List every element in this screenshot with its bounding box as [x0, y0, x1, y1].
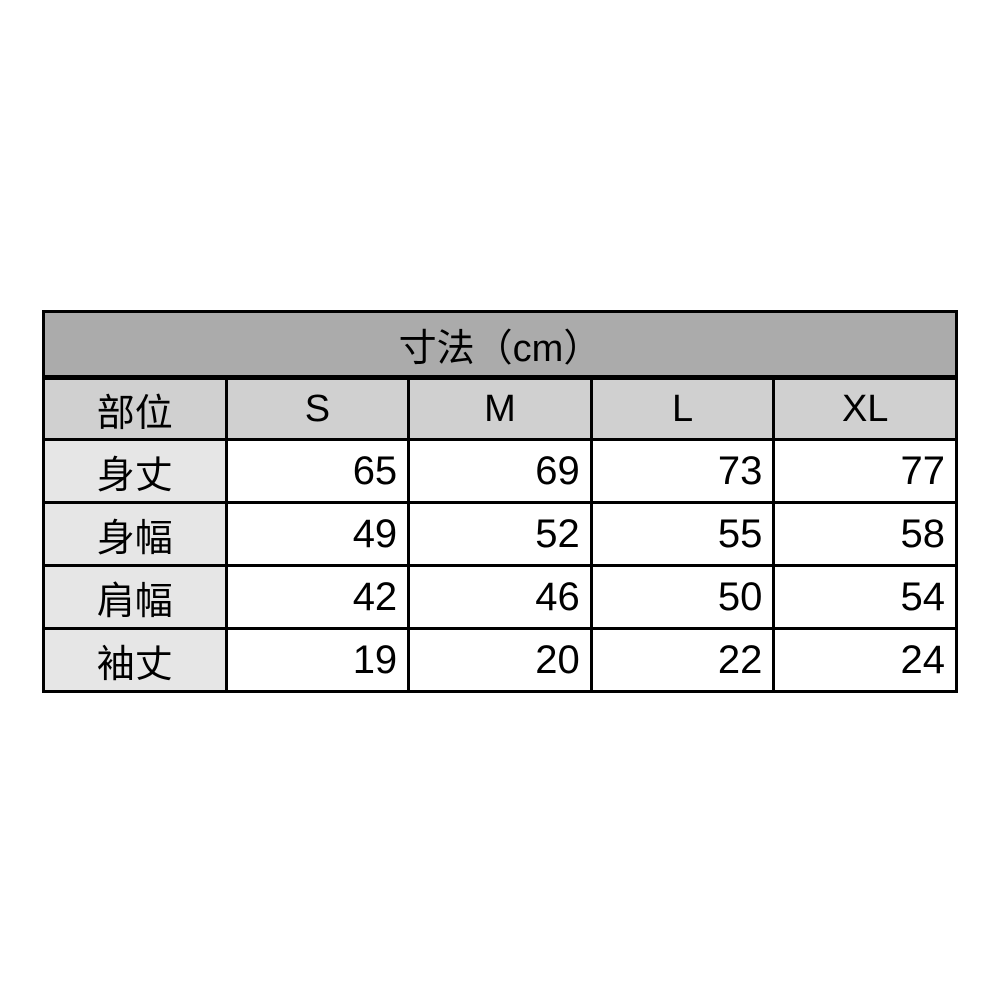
cell-body-length-m: 69 — [407, 438, 593, 504]
table-title: 寸法（cm） — [42, 310, 958, 380]
row-label-sleeve-length: 袖丈 — [42, 627, 228, 693]
cell-body-width-xl: 58 — [772, 501, 958, 567]
header-cell-size-xl: XL — [772, 376, 958, 441]
header-cell-size-l: L — [589, 376, 776, 441]
table-row-body-length: 身丈 65 69 73 77 — [42, 438, 958, 504]
table-row-shoulder-width: 肩幅 42 46 50 54 — [42, 564, 958, 630]
size-chart-table: 寸法（cm） 部位 S M L XL 身丈 65 69 73 77 身幅 49 … — [42, 310, 958, 693]
cell-body-width-l: 55 — [589, 501, 776, 567]
table-row-sleeve-length: 袖丈 19 20 22 24 — [42, 627, 958, 693]
row-label-shoulder-width: 肩幅 — [42, 564, 228, 630]
cell-body-length-s: 65 — [224, 438, 411, 504]
header-cell-size-m: M — [407, 376, 593, 441]
cell-sleeve-length-xl: 24 — [772, 627, 958, 693]
row-label-body-width: 身幅 — [42, 501, 228, 567]
cell-body-length-xl: 77 — [772, 438, 958, 504]
table-row-body-width: 身幅 49 52 55 58 — [42, 501, 958, 567]
header-cell-part: 部位 — [42, 376, 228, 441]
cell-body-length-l: 73 — [589, 438, 776, 504]
row-label-body-length: 身丈 — [42, 438, 228, 504]
cell-sleeve-length-l: 22 — [589, 627, 776, 693]
cell-shoulder-width-s: 42 — [224, 564, 411, 630]
cell-sleeve-length-m: 20 — [407, 627, 593, 693]
title-row: 寸法（cm） — [42, 310, 958, 380]
cell-body-width-m: 52 — [407, 501, 593, 567]
cell-shoulder-width-m: 46 — [407, 564, 593, 630]
cell-sleeve-length-s: 19 — [224, 627, 411, 693]
cell-shoulder-width-l: 50 — [589, 564, 776, 630]
cell-shoulder-width-xl: 54 — [772, 564, 958, 630]
header-cell-size-s: S — [224, 376, 411, 441]
cell-body-width-s: 49 — [224, 501, 411, 567]
header-row: 部位 S M L XL — [42, 376, 958, 441]
